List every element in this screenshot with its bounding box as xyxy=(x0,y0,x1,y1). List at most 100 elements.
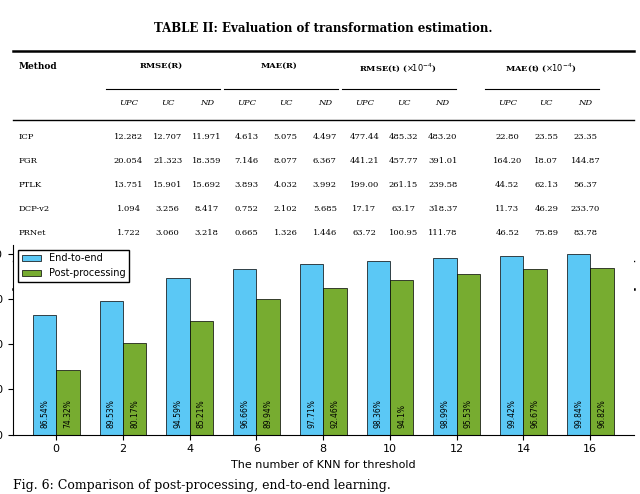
Point xyxy=(220,86,228,92)
Text: MAE(t) ($\times\!10^{-4}$): MAE(t) ($\times\!10^{-4}$) xyxy=(504,62,576,74)
Bar xyxy=(233,269,257,435)
Text: 1.962: 1.962 xyxy=(155,277,181,285)
Point xyxy=(102,86,110,92)
Bar xyxy=(56,370,79,435)
Text: 391.01: 391.01 xyxy=(428,157,458,165)
Text: 164.20: 164.20 xyxy=(493,157,522,165)
Text: 83.78: 83.78 xyxy=(573,229,598,237)
Text: 46.29: 46.29 xyxy=(534,205,558,213)
Text: 89.53%: 89.53% xyxy=(107,399,116,428)
Text: 89.94%: 89.94% xyxy=(264,399,273,428)
Bar xyxy=(524,269,547,435)
Text: 6.367: 6.367 xyxy=(313,157,337,165)
Point xyxy=(334,86,342,92)
Text: 22.80: 22.80 xyxy=(495,132,519,141)
Bar xyxy=(189,321,213,435)
Text: 0.854: 0.854 xyxy=(312,277,338,285)
Text: ICP: ICP xyxy=(19,132,35,141)
Text: Fig. 6: Comparison of post-processing, end-to-end learning.: Fig. 6: Comparison of post-processing, e… xyxy=(13,479,390,492)
Text: 131.33: 131.33 xyxy=(389,253,419,261)
Text: 1.722: 1.722 xyxy=(116,229,141,237)
Text: 0.43: 0.43 xyxy=(536,277,557,285)
Text: 0.665: 0.665 xyxy=(235,229,259,237)
Text: UC: UC xyxy=(161,99,174,107)
Text: RMSE(R): RMSE(R) xyxy=(140,62,183,70)
Text: 18.359: 18.359 xyxy=(192,157,221,165)
Text: 94.1%: 94.1% xyxy=(397,404,406,428)
Text: 261.15: 261.15 xyxy=(389,181,418,189)
Text: 86.54%: 86.54% xyxy=(40,399,49,428)
Text: 63.72: 63.72 xyxy=(353,229,376,237)
Text: 2.102: 2.102 xyxy=(274,205,298,213)
Text: 5.685: 5.685 xyxy=(313,205,337,213)
Text: 15.692: 15.692 xyxy=(192,181,221,189)
Text: 81.49: 81.49 xyxy=(495,253,520,261)
Text: 3.218: 3.218 xyxy=(195,229,219,237)
Text: DCP-v2: DCP-v2 xyxy=(19,205,50,213)
Text: ND: ND xyxy=(317,99,332,107)
Text: ND: ND xyxy=(436,99,450,107)
Bar xyxy=(390,281,413,435)
Text: 95.53%: 95.53% xyxy=(464,399,473,428)
Text: 94.59%: 94.59% xyxy=(173,399,182,428)
Text: UPC: UPC xyxy=(355,99,374,107)
Text: 4.09: 4.09 xyxy=(394,277,414,285)
Text: 4.497: 4.497 xyxy=(312,132,337,141)
Text: 111.78: 111.78 xyxy=(428,229,458,237)
Text: 441.21: 441.21 xyxy=(349,157,380,165)
Text: 3.060: 3.060 xyxy=(156,229,180,237)
Text: 13.751: 13.751 xyxy=(114,181,143,189)
Text: 483.20: 483.20 xyxy=(428,132,458,141)
Text: 75.89: 75.89 xyxy=(534,229,559,237)
Text: 1.094: 1.094 xyxy=(116,205,141,213)
Text: 3.720: 3.720 xyxy=(156,253,180,261)
Text: 4.613: 4.613 xyxy=(234,132,259,141)
Text: 4.032: 4.032 xyxy=(274,181,298,189)
Bar xyxy=(257,299,280,435)
Text: 0.114: 0.114 xyxy=(234,277,260,285)
Text: 1.446: 1.446 xyxy=(312,229,337,237)
Bar xyxy=(300,264,323,435)
Text: 5.075: 5.075 xyxy=(274,132,298,141)
Text: 12.282: 12.282 xyxy=(114,132,143,141)
Text: 0.338: 0.338 xyxy=(273,277,299,285)
Text: 99.42%: 99.42% xyxy=(508,399,516,428)
Text: 7.146: 7.146 xyxy=(234,157,259,165)
Text: 0.12: 0.12 xyxy=(497,277,517,285)
Text: 11.73: 11.73 xyxy=(495,205,519,213)
Text: 96.82%: 96.82% xyxy=(597,399,606,428)
Text: 96.67%: 96.67% xyxy=(531,399,540,428)
Text: 17.17: 17.17 xyxy=(353,205,376,213)
Text: 44.52: 44.52 xyxy=(495,181,520,189)
Text: 96.66%: 96.66% xyxy=(240,399,249,428)
Text: 12.707: 12.707 xyxy=(153,132,182,141)
Text: 485.32: 485.32 xyxy=(389,132,419,141)
Text: MAE(R): MAE(R) xyxy=(261,62,298,70)
Text: 0.752: 0.752 xyxy=(235,205,259,213)
X-axis label: The number of KNN for threshold: The number of KNN for threshold xyxy=(231,460,415,470)
Text: 97.71%: 97.71% xyxy=(307,399,316,428)
Text: 99.84%: 99.84% xyxy=(574,399,583,428)
Text: ND: ND xyxy=(200,99,214,107)
Text: 15.901: 15.901 xyxy=(153,181,182,189)
Text: 109.79: 109.79 xyxy=(350,253,379,261)
Text: 63.17: 63.17 xyxy=(392,205,415,213)
Legend: End-to-end, Post-processing: End-to-end, Post-processing xyxy=(18,249,129,282)
Text: 46.52: 46.52 xyxy=(495,229,519,237)
Text: 457.77: 457.77 xyxy=(388,157,419,165)
Bar xyxy=(33,315,56,435)
Text: PTLK: PTLK xyxy=(19,181,42,189)
Text: 74.32%: 74.32% xyxy=(63,399,72,428)
Text: RMSE(t) ($\times\!10^{-4}$): RMSE(t) ($\times\!10^{-4}$) xyxy=(358,62,436,74)
Point xyxy=(595,86,603,92)
Text: 3.992: 3.992 xyxy=(313,181,337,189)
Text: 11.971: 11.971 xyxy=(192,132,221,141)
Text: 239.58: 239.58 xyxy=(428,181,458,189)
Bar xyxy=(457,274,480,435)
Text: 80.17%: 80.17% xyxy=(130,399,139,428)
Text: 0.894: 0.894 xyxy=(234,253,259,261)
Text: 1.03: 1.03 xyxy=(575,277,596,285)
Text: Ours: Ours xyxy=(19,277,42,285)
Text: 98.99%: 98.99% xyxy=(440,399,449,428)
Bar xyxy=(500,256,524,435)
